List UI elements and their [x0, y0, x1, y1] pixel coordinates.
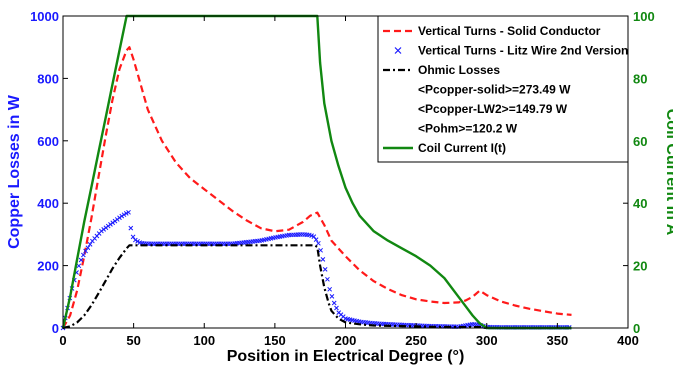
litz-point [80, 252, 86, 258]
plot-marks [60, 14, 572, 331]
left-y-tick-label: 200 [37, 259, 59, 274]
litz-point [135, 238, 140, 244]
legend: Vertical Turns - Solid Conductor Vertical… [377, 15, 629, 163]
x-tick-label: 350 [547, 333, 569, 348]
left-y-tick-label: 1000 [30, 9, 59, 24]
litz-point [318, 247, 323, 253]
left-y-tick-label: 0 [52, 321, 59, 336]
legend-label: Coil Current I(t) [418, 141, 506, 155]
legend-entry: Coil Current I(t) [383, 141, 506, 155]
legend-entry: <Pcopper-LW2>=149.79 W [418, 102, 568, 116]
litz-point [327, 286, 333, 292]
litz-point [313, 237, 319, 242]
legend-box [377, 15, 629, 163]
litz-point [121, 212, 127, 218]
litz-point [85, 245, 91, 251]
x-tick-label: 50 [126, 333, 140, 348]
right-y-tick-label: 100 [633, 9, 655, 24]
legend-entry: <Pcopper-solid>=273.49 W [418, 83, 571, 97]
legend-entry: <Pohm>=120.2 W [418, 122, 518, 136]
x-tick-label: 100 [193, 333, 215, 348]
litz-point [320, 257, 326, 262]
legend-swatch [394, 47, 402, 54]
legend-annotation: <Pcopper-solid>=273.49 W [418, 83, 571, 97]
left-y-axis-label: Copper Losses in W [6, 94, 23, 249]
litz-point [331, 300, 337, 306]
x-tick-label: 200 [335, 333, 357, 348]
right-y-tick-label: 60 [633, 134, 647, 149]
litz-point [329, 294, 335, 299]
left-y-tick-label: 400 [37, 196, 59, 211]
right-y-axis-label: Coil Current in A [663, 109, 673, 236]
litz-point [83, 248, 88, 254]
litz-point [128, 225, 134, 231]
right-y-tick-label: 40 [633, 196, 647, 211]
x-tick-label: 250 [405, 333, 427, 348]
litz-point [126, 209, 131, 215]
x-tick-label: 400 [617, 333, 639, 348]
x-tick-label: 0 [59, 333, 66, 348]
litz-point [334, 305, 339, 311]
legend-entry: Ohmic Losses [383, 63, 500, 77]
left-y-tick-label: 600 [37, 134, 59, 149]
x-axis-label: Position in Electrical Degree (°) [227, 348, 465, 365]
litz-point [78, 257, 84, 263]
litz-point [76, 263, 82, 269]
legend-entry: Vertical Turns - Litz Wire 2nd Version [394, 44, 628, 58]
litz-point [87, 242, 93, 247]
x-axis: 0 50 100 150 200 250 300 350 400 [59, 16, 639, 348]
right-y-tick-label: 80 [633, 71, 647, 86]
legend-annotation: <Pohm>=120.2 W [418, 122, 518, 136]
litz-point [119, 213, 125, 219]
series-ohmic-losses [62, 244, 572, 330]
x-tick-label: 300 [476, 333, 498, 348]
right-y-tick-label: 0 [633, 321, 640, 336]
x-tick-label: 150 [264, 333, 286, 348]
litz-point [322, 266, 328, 272]
right-y-tick-label: 20 [633, 259, 647, 274]
litz-point [311, 234, 317, 239]
legend-entry: Vertical Turns - Solid Conductor [383, 24, 601, 38]
litz-point [132, 237, 138, 243]
litz-point [130, 234, 136, 240]
legend-label: Ohmic Losses [418, 63, 500, 77]
series-litz-wire [60, 209, 572, 331]
right-y-axis: 0 20 40 60 80 100 [623, 9, 655, 336]
legend-label: Vertical Turns - Litz Wire 2nd Version [418, 44, 628, 58]
litz-point [316, 240, 321, 246]
legend-label: Vertical Turns - Solid Conductor [418, 24, 601, 38]
series-coil-current [61, 14, 572, 330]
left-y-axis: 0 200 400 600 800 1000 [30, 9, 68, 336]
litz-point [325, 276, 330, 282]
left-y-tick-label: 800 [37, 71, 59, 86]
legend-annotation: <Pcopper-LW2>=149.79 W [418, 102, 568, 116]
